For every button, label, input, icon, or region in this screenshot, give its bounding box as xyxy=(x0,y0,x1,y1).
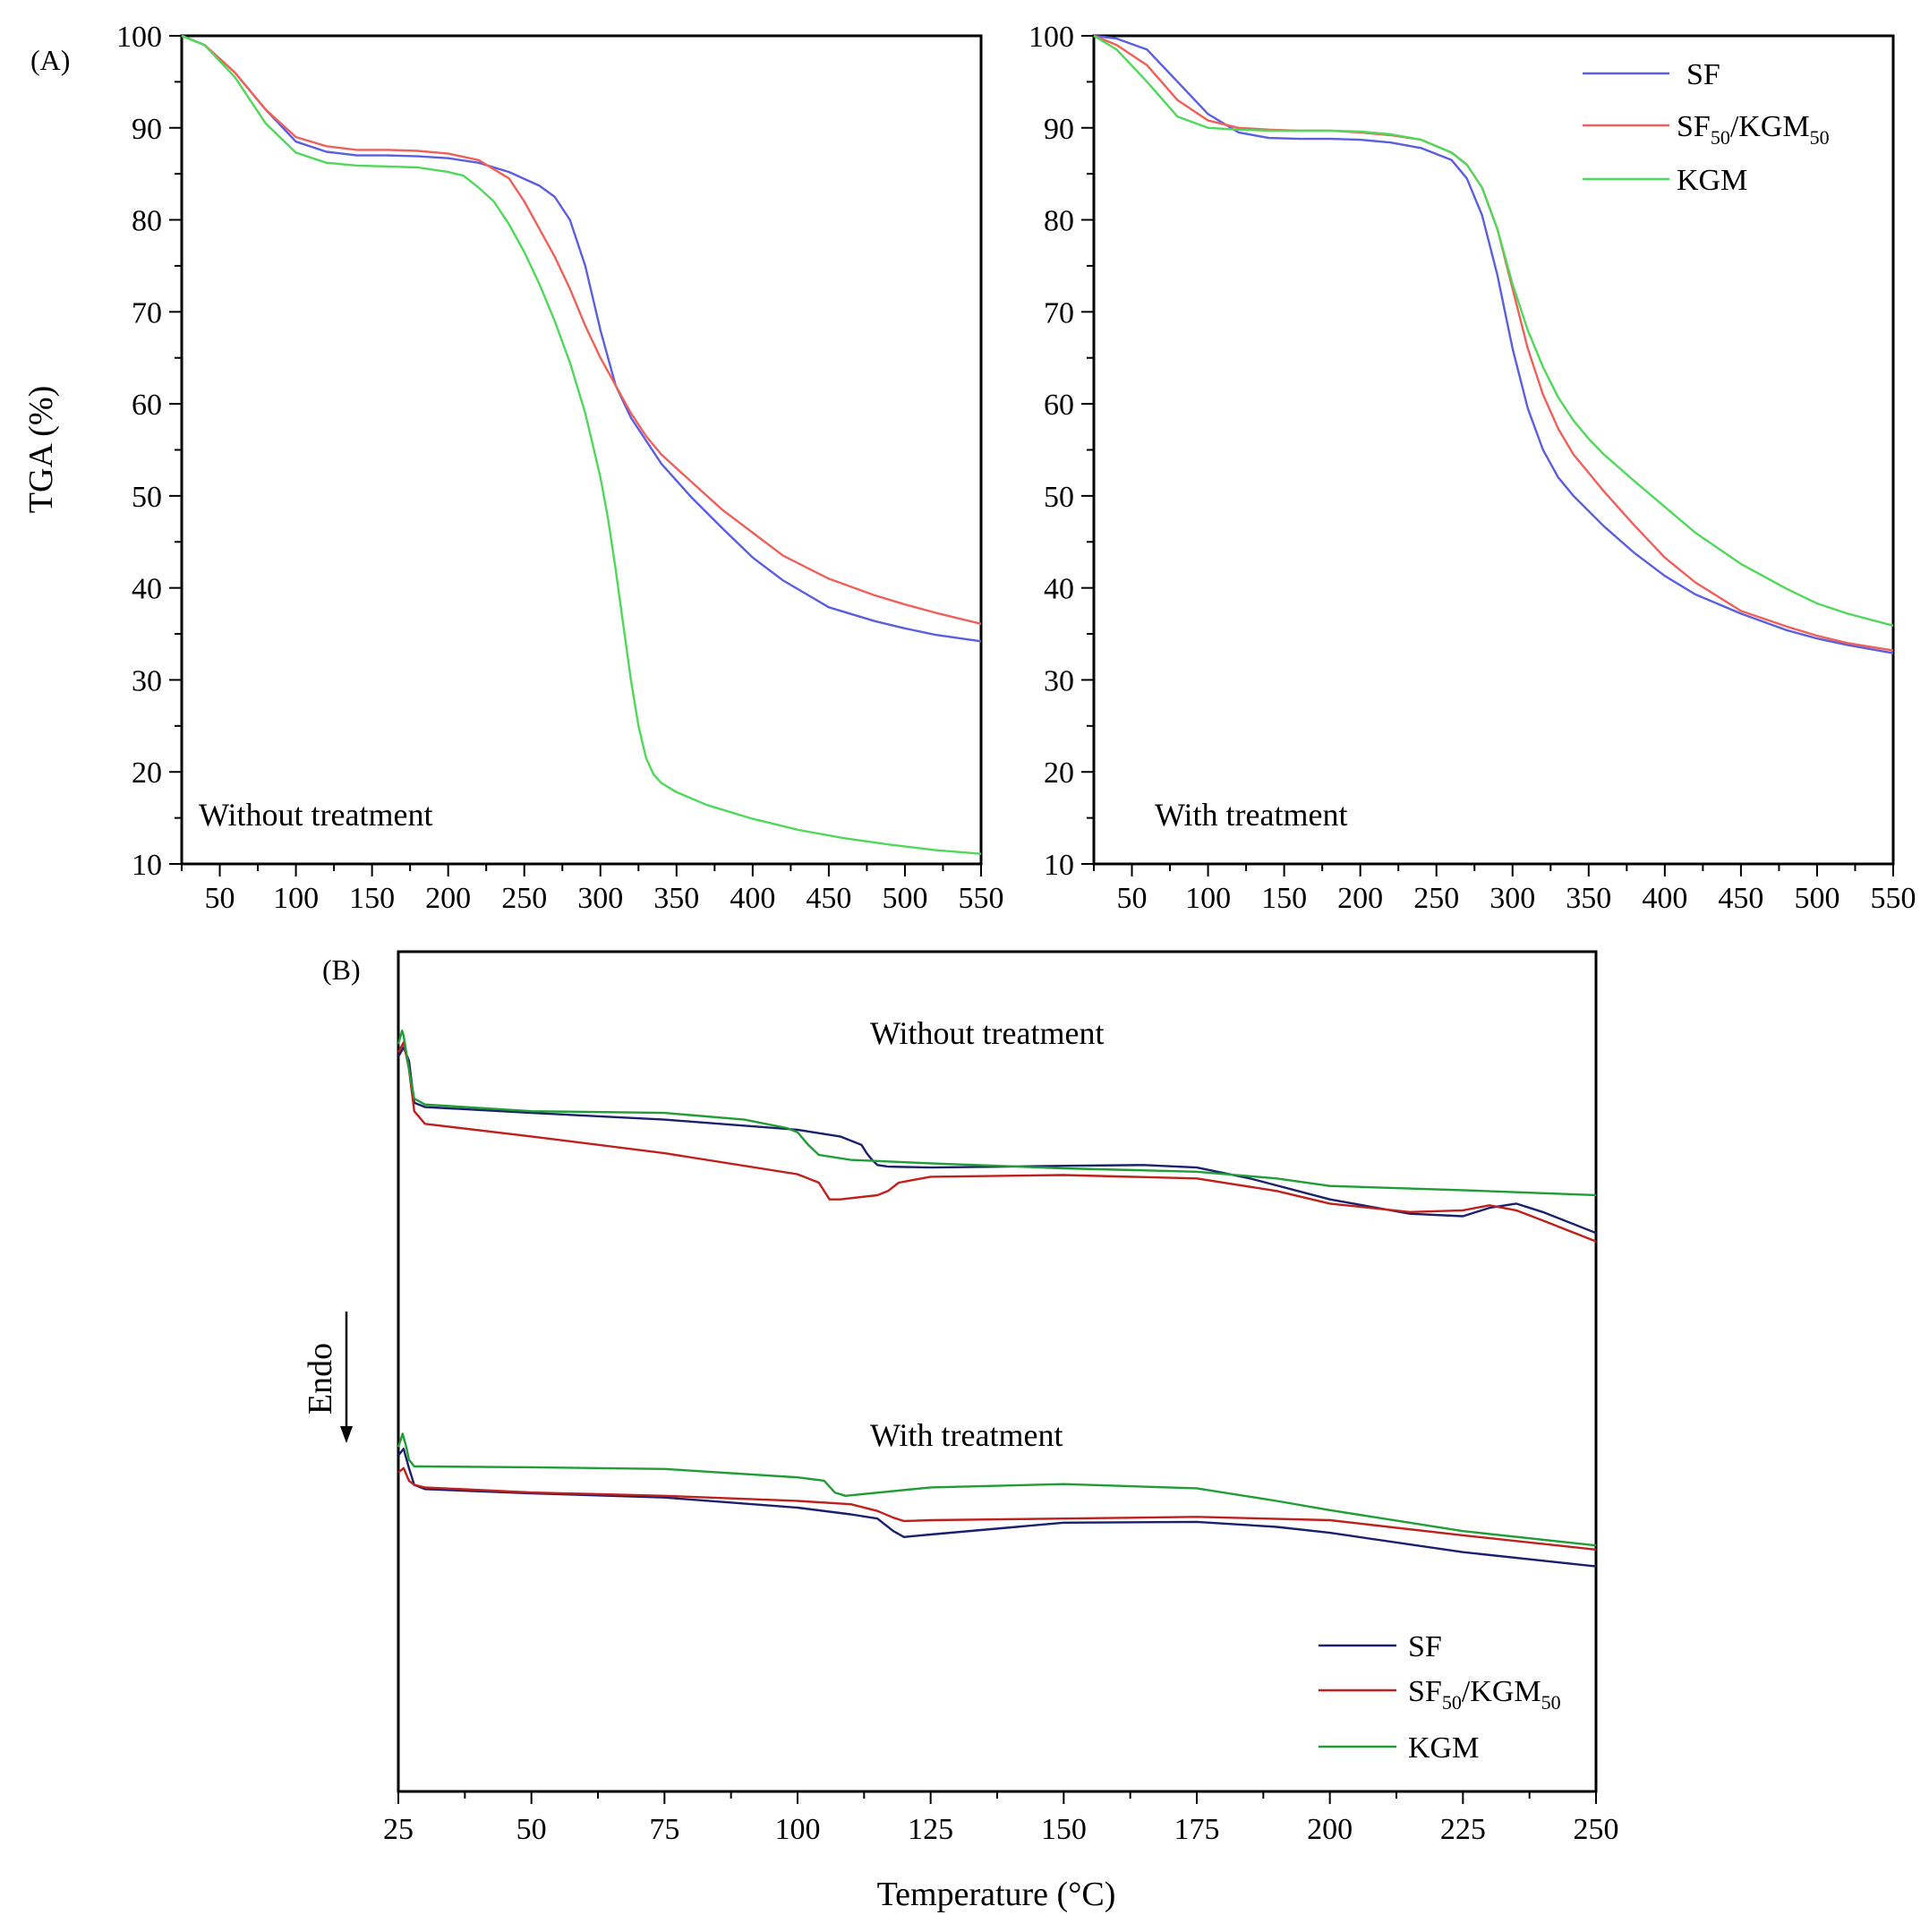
x-tick-label: 25 xyxy=(383,1813,414,1846)
tga-without-treatment-plot: 50 100 150 200 250 300 350 400 450 500 550 10 20 30 40… xyxy=(22,21,1004,915)
annotation-with-treatment: With treatment xyxy=(1155,797,1347,833)
x-tick-label: 400 xyxy=(730,882,775,915)
endo-label: Endo xyxy=(302,1343,339,1415)
y-tick-label: 20 xyxy=(132,757,162,790)
y-tick-label: 40 xyxy=(132,573,162,606)
y-tick-label: 100 xyxy=(116,21,162,54)
x-tick-label: 200 xyxy=(425,882,471,915)
x-tick-label: 500 xyxy=(1794,882,1839,915)
x-tick-label: 50 xyxy=(205,882,235,915)
x-tick-label: 225 xyxy=(1440,1813,1486,1846)
dsc-plot: 25 50 75 100 125 150 175 200 225 250 (B) Temperat… xyxy=(302,950,1619,1913)
series-kgm xyxy=(181,34,982,855)
y-tick-label: 50 xyxy=(1044,481,1074,514)
y-tick-label: 90 xyxy=(1044,113,1074,146)
y-tick-label: 20 xyxy=(1044,757,1074,790)
x-axis-title: Temperature (°C) xyxy=(877,1876,1116,1913)
x-tick-label: 500 xyxy=(882,882,927,915)
y-tick-label: 10 xyxy=(1044,849,1074,882)
y-tick-label: 40 xyxy=(1044,573,1074,606)
y-tick-label: 80 xyxy=(132,205,162,238)
y-tick-label: 10 xyxy=(132,849,162,882)
y-tick-label: 30 xyxy=(1044,664,1074,697)
legend-label-sf: SF xyxy=(1408,1630,1442,1663)
y-tick-label: 60 xyxy=(1044,389,1074,422)
series-sf-without xyxy=(397,1046,1597,1235)
y-tick-label: 70 xyxy=(1044,296,1074,329)
x-tick-label: 200 xyxy=(1307,1813,1353,1846)
x-tick-label: 100 xyxy=(273,882,319,915)
x-tick-label: 250 xyxy=(1574,1813,1619,1846)
legend-label-blend: SF50/KGM50 xyxy=(1408,1675,1561,1714)
x-tick-label: 75 xyxy=(649,1813,679,1846)
legend-b: SF SF50/KGM50 KGM xyxy=(1319,1630,1561,1765)
x-tick-label: 250 xyxy=(501,882,547,915)
series-kgm xyxy=(1093,34,1894,627)
y-tick-label: 30 xyxy=(132,664,162,697)
y-tick-label: 100 xyxy=(1029,21,1074,54)
series-sf50-kgm50-without xyxy=(397,1041,1597,1243)
series-sf50-kgm50-with xyxy=(397,1466,1597,1552)
legend-label-kgm: KGM xyxy=(1408,1731,1479,1765)
y-tick-label: 60 xyxy=(132,389,162,422)
x-tick-label: 100 xyxy=(775,1813,821,1846)
x-tick-label: 300 xyxy=(1489,882,1535,915)
x-tick-label: 150 xyxy=(349,882,395,915)
annotation-without-treatment: Without treatment xyxy=(199,797,432,833)
x-tick-label: 100 xyxy=(1185,882,1231,915)
legend-label-sf: SF xyxy=(1686,58,1720,91)
series-sf xyxy=(181,34,982,643)
annotation-without-treatment-dsc: Without treatment xyxy=(870,1015,1104,1051)
panel-label-a: (A) xyxy=(30,44,70,76)
series-kgm-with xyxy=(397,1432,1597,1547)
x-tick-label: 450 xyxy=(806,882,851,915)
x-tick-label: 175 xyxy=(1174,1813,1220,1846)
y-tick-label: 90 xyxy=(132,113,162,146)
panel-label-b: (B) xyxy=(322,953,361,986)
legend-label-kgm: KGM xyxy=(1677,164,1747,197)
x-tick-label: 350 xyxy=(653,882,699,915)
x-tick-label: 200 xyxy=(1337,882,1383,915)
y-tick-label: 80 xyxy=(1044,205,1074,238)
series-kgm-without xyxy=(397,1029,1597,1197)
x-tick-label: 250 xyxy=(1413,882,1459,915)
x-tick-label: 150 xyxy=(1261,882,1307,915)
y-tick-label: 70 xyxy=(132,296,162,329)
endo-indicator: Endo xyxy=(302,1312,353,1443)
x-tick-label: 450 xyxy=(1718,882,1763,915)
y-tick-label: 50 xyxy=(132,481,162,514)
x-tick-label: 125 xyxy=(908,1813,953,1846)
x-tick-label: 400 xyxy=(1642,882,1687,915)
legend-label-blend: SF50/KGM50 xyxy=(1677,110,1830,149)
legend-a: SF SF50/KGM50 KGM xyxy=(1583,58,1830,197)
x-tick-label: 300 xyxy=(577,882,623,915)
x-tick-label: 50 xyxy=(1117,882,1148,915)
x-tick-label: 350 xyxy=(1566,882,1611,915)
x-tick-label: 50 xyxy=(516,1813,547,1846)
annotation-with-treatment-dsc: With treatment xyxy=(870,1417,1063,1453)
x-tick-label: 150 xyxy=(1041,1813,1087,1846)
endo-arrow-head xyxy=(340,1426,353,1443)
x-tick-label: 550 xyxy=(1871,882,1916,915)
series-sf50-kgm50 xyxy=(181,34,982,625)
tga-with-treatment-plot: 50 100 150 200 250 300 350 400 450 500 550 10 20 30 40… xyxy=(1029,21,1916,915)
y-axis-title: TGA (%) xyxy=(22,386,60,513)
x-tick-label: 550 xyxy=(959,882,1004,915)
